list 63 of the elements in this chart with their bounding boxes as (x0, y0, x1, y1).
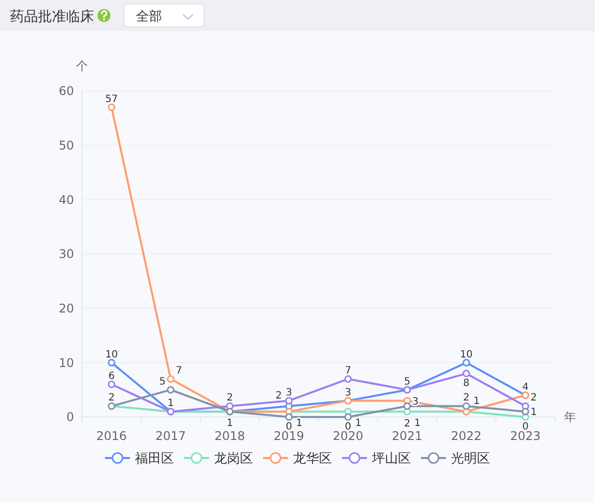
point (285, 413, 293, 421)
point (108, 358, 116, 366)
point (108, 104, 116, 112)
legend-label: 龙岗区 (214, 452, 253, 467)
data-label: 57 (105, 94, 118, 105)
point (285, 396, 293, 404)
data-label: 5 (404, 376, 410, 388)
point (403, 402, 411, 410)
chart-title: 药品批准临床 (10, 9, 94, 25)
legend-label: 福田区 (135, 452, 174, 467)
data-label: 1 (355, 418, 362, 430)
y-tick-label: 10 (58, 356, 74, 370)
y-tick-label: 20 (58, 302, 74, 316)
x-axis-title: 年 (564, 410, 576, 424)
data-label: 1 (296, 418, 302, 430)
data-label: 2 (530, 392, 537, 404)
x-tick-label: 2017 (155, 429, 186, 444)
data-label: 10 (460, 349, 473, 360)
data-label: 2 (276, 390, 282, 402)
data-label: 4 (522, 382, 529, 393)
x-tick-label: 2021 (392, 429, 422, 444)
point (462, 402, 470, 410)
data-label: 8 (463, 378, 470, 390)
data-label: 6 (108, 371, 115, 382)
x-tick-label: 2023 (510, 429, 541, 444)
data-label: 7 (344, 366, 352, 377)
data-label: 1 (473, 396, 480, 408)
data-label: 5 (159, 376, 166, 388)
data-label: 3 (286, 387, 292, 398)
point (166, 386, 174, 394)
x-tick-label: 2019 (274, 429, 304, 444)
point (344, 375, 352, 383)
data-label: 1 (414, 418, 421, 430)
y-tick-label: 60 (58, 84, 74, 98)
point (462, 358, 470, 366)
y-tick-label: 30 (58, 247, 74, 262)
point (344, 413, 352, 421)
x-tick-label: 2022 (451, 429, 482, 444)
data-label: 2 (404, 418, 410, 430)
legend-label: 坪山区 (371, 452, 411, 467)
point (108, 380, 116, 388)
text: 全部 (136, 10, 162, 24)
y-tick-label: 50 (58, 138, 74, 153)
data-label: 3 (344, 387, 352, 398)
x-tick-label: 2016 (96, 429, 127, 444)
point (462, 370, 470, 378)
data-label: 7 (176, 366, 182, 377)
data-label: 1 (530, 407, 537, 418)
y-axis-title: 个 (76, 59, 88, 73)
y-tick-label: 40 (58, 192, 74, 207)
legend-label: 光明区 (451, 452, 490, 467)
point (522, 408, 530, 416)
data-label: 1 (168, 398, 174, 410)
point (166, 375, 174, 383)
data-label: 1 (226, 418, 233, 430)
data-label: 10 (105, 349, 118, 360)
x-tick-label: 2020 (332, 429, 364, 444)
legend-label: 龙华区 (293, 452, 332, 467)
data-label: 2 (108, 392, 115, 404)
data-label: 2 (463, 392, 470, 404)
data-label: 2 (226, 392, 233, 404)
x-tick-label: 2018 (214, 429, 246, 444)
y-tick-label: 0 (66, 410, 74, 424)
